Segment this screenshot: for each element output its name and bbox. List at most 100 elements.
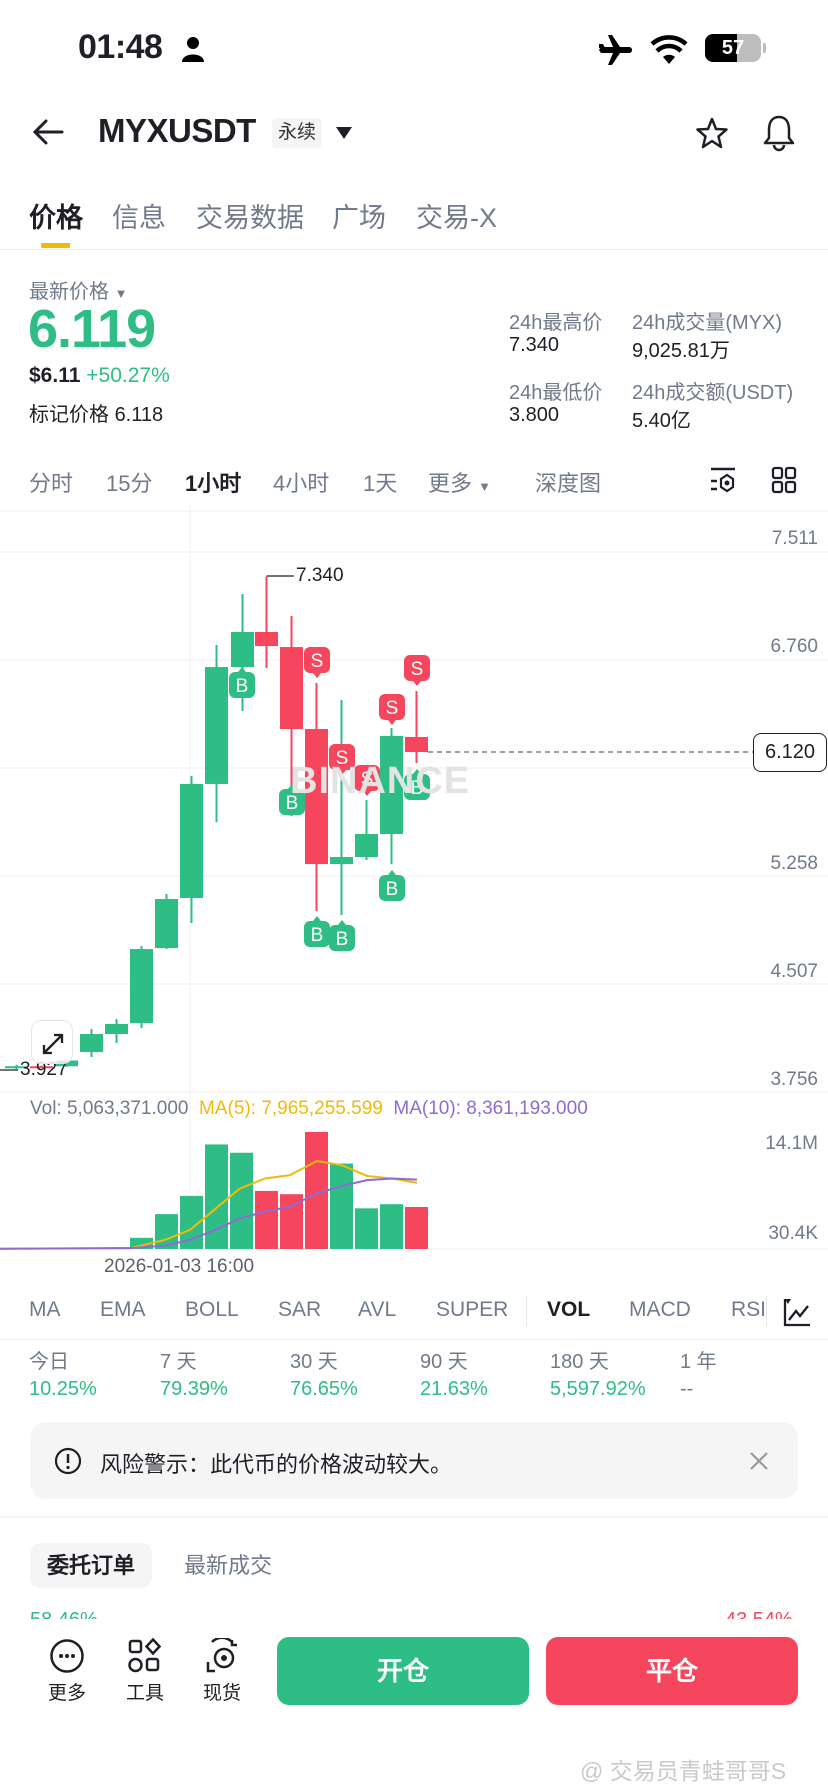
sell-ratio: 43.54%: [725, 1610, 793, 1619]
bell-icon[interactable]: [762, 114, 796, 152]
symbol-title[interactable]: MYXUSDT: [98, 112, 256, 149]
perf-label: 30 天: [290, 1351, 338, 1373]
battery-cap: [763, 43, 766, 53]
indicator-macd[interactable]: MACD: [629, 1298, 691, 1321]
interval-time[interactable]: 分时: [29, 471, 74, 496]
volume-axis-max: 14.1M: [765, 1133, 818, 1154]
turnover-value: 5.40亿: [632, 410, 691, 432]
active-tab-indicator: [41, 243, 70, 248]
perf-value: --: [680, 1378, 694, 1400]
alert-circle-icon: [54, 1447, 82, 1475]
tab-square[interactable]: 广场: [332, 203, 386, 233]
caret-down-icon: ▼: [114, 286, 128, 301]
mark-price-row: 标记价格 6.118: [29, 404, 164, 426]
indicator-separator: [766, 1296, 767, 1326]
spot-button[interactable]: 现货: [192, 1638, 252, 1705]
tabs-divider: [0, 249, 828, 250]
sell-marker: S: [379, 694, 405, 725]
indicator-super[interactable]: SUPER: [436, 1298, 509, 1321]
perf-label: 180 天: [550, 1351, 609, 1373]
open-position-button[interactable]: 开仓: [277, 1637, 529, 1705]
tab-price[interactable]: 价格: [29, 203, 83, 233]
interval-15m[interactable]: 15分: [106, 471, 153, 496]
close-position-button[interactable]: 平仓: [546, 1637, 798, 1705]
low-label: 24h最低价: [509, 382, 603, 404]
close-icon[interactable]: [748, 1450, 770, 1472]
depth-chart-tab[interactable]: 深度图: [535, 471, 602, 496]
y-axis-label: 6.760: [770, 636, 818, 657]
battery-icon: 57: [705, 34, 761, 62]
latest-price-label[interactable]: 最新价格 ▼: [29, 281, 128, 303]
indicator-separator: [526, 1296, 527, 1326]
svg-text:B: B: [311, 925, 324, 946]
chart-settings-icon[interactable]: [709, 466, 737, 494]
layout-grid-icon[interactable]: [771, 466, 797, 494]
interval-4h[interactable]: 4小时: [273, 471, 330, 496]
sell-marker: S: [329, 744, 355, 775]
usd-price: $6.11: [29, 364, 81, 387]
buy-marker: B: [304, 916, 330, 947]
perf-value: 10.25%: [29, 1378, 97, 1400]
y-axis-label: 3.756: [770, 1069, 818, 1090]
svg-text:B: B: [336, 929, 349, 950]
svg-text:B: B: [411, 778, 424, 799]
back-arrow-icon[interactable]: [32, 118, 64, 146]
star-icon[interactable]: [695, 116, 729, 150]
indicator-ma[interactable]: MA: [29, 1298, 61, 1321]
interval-1h[interactable]: 1小时: [185, 471, 242, 496]
tab-open-orders[interactable]: 委托订单: [30, 1543, 152, 1588]
svg-text:S: S: [361, 769, 374, 790]
perf-value: 21.63%: [420, 1378, 488, 1400]
indicator-divider: [0, 1339, 828, 1340]
tab-latest-trades[interactable]: 最新成交: [184, 1553, 273, 1578]
airplane-icon: [599, 35, 632, 65]
svg-text:B: B: [286, 793, 299, 814]
high-label: 24h最高价: [509, 312, 603, 334]
perf-value: 5,597.92%: [550, 1378, 646, 1400]
indicator-settings-icon[interactable]: [783, 1297, 811, 1327]
perf-value: 79.39%: [160, 1378, 228, 1400]
interval-1d[interactable]: 1天: [363, 471, 398, 496]
svg-text:B: B: [236, 676, 249, 697]
section-divider: [0, 1516, 828, 1518]
last-price: 6.119: [28, 299, 156, 359]
risk-warning-banner: 风险警示：此代币的价格波动较大。: [30, 1422, 798, 1499]
indicator-ema[interactable]: EMA: [100, 1298, 146, 1321]
watermark-logo: BINANCE: [290, 760, 471, 802]
more-dots-icon: [50, 1639, 84, 1673]
last-price-tag: 6.120: [753, 733, 827, 772]
person-icon: [182, 37, 204, 62]
tools-button[interactable]: 工具: [115, 1638, 175, 1705]
low-value: 3.800: [509, 404, 560, 426]
tab-trading-data[interactable]: 交易数据: [196, 203, 304, 233]
y-axis-label: 7.511: [771, 528, 818, 549]
x-axis-date: 2026-01-03 16:00: [104, 1256, 255, 1277]
indicator-sar[interactable]: SAR: [278, 1298, 322, 1321]
svg-text:S: S: [411, 659, 424, 680]
risk-warning-text: 风险警示：此代币的价格波动较大。: [100, 1452, 453, 1477]
y-axis-label: 4.507: [770, 961, 818, 982]
tab-info[interactable]: 信息: [112, 203, 166, 233]
volume-axis-min: 30.4K: [768, 1223, 818, 1244]
indicator-rsi[interactable]: RSI: [731, 1298, 765, 1321]
spot-switch-icon: [206, 1638, 237, 1673]
high-marker-label: 7.340: [296, 565, 344, 586]
tools-grid-icon: [128, 1638, 162, 1673]
dropdown-caret-icon[interactable]: [335, 126, 353, 140]
buy-marker: B: [379, 870, 405, 901]
indicator-vol[interactable]: VOL: [547, 1298, 591, 1321]
fullscreen-button[interactable]: [31, 1020, 73, 1064]
watermark-text: @ 交易员青蛙哥哥S: [580, 1758, 787, 1784]
indicator-boll[interactable]: BOLL: [185, 1298, 239, 1321]
price-change-row: $6.11 +50.27%: [29, 364, 170, 388]
perf-label: 1 年: [680, 1351, 717, 1373]
y-axis-label: 5.258: [770, 853, 818, 874]
perf-label: 7 天: [160, 1351, 197, 1373]
indicator-avl[interactable]: AVL: [358, 1298, 397, 1321]
tab-trade-x[interactable]: 交易-X: [416, 203, 497, 233]
buy-marker: B: [229, 667, 255, 698]
interval-more[interactable]: 更多 ▼: [428, 471, 492, 496]
sell-marker: S: [304, 647, 330, 678]
more-button[interactable]: 更多: [37, 1638, 97, 1705]
